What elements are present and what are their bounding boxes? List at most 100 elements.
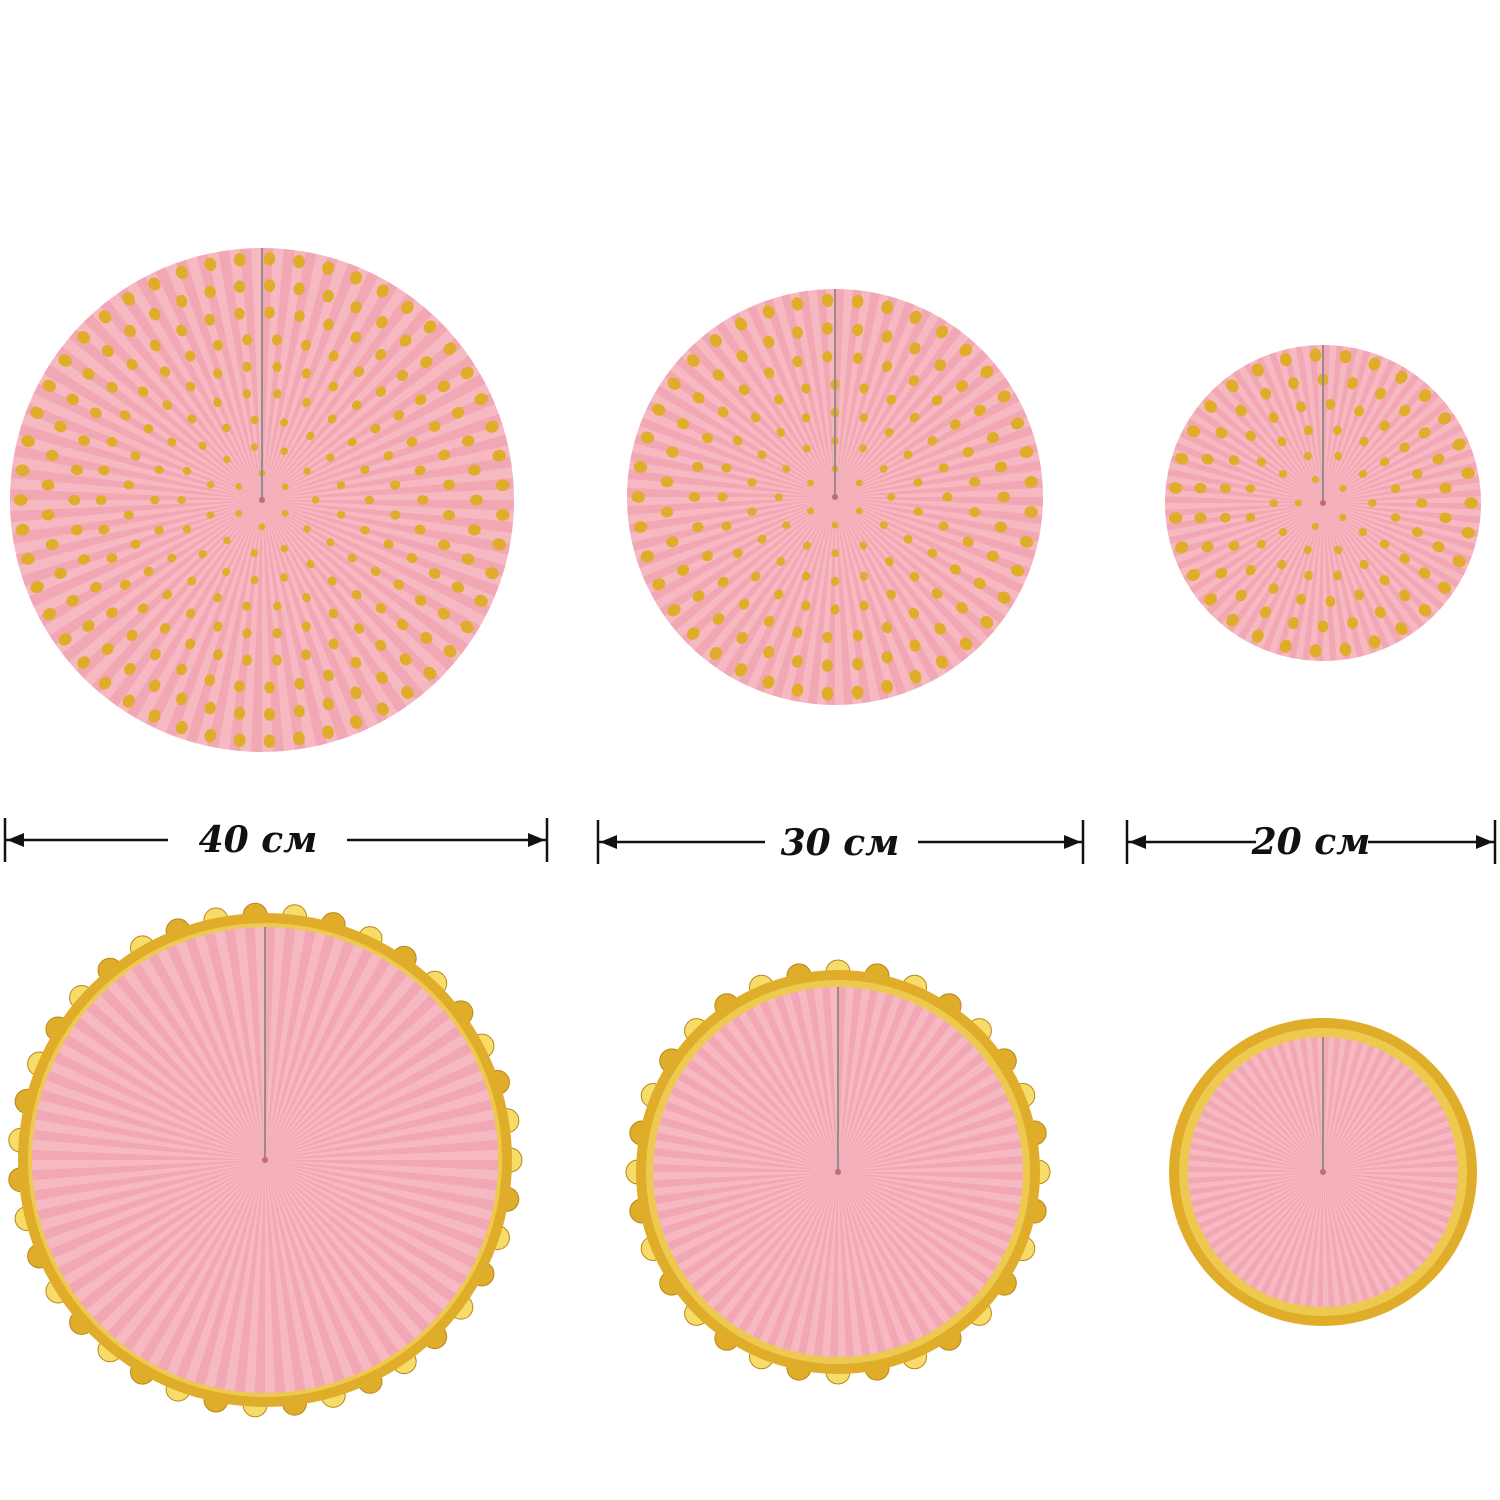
gold-dot	[204, 313, 216, 326]
fan-pleat	[1323, 1172, 1370, 1301]
fan-pleat	[145, 500, 262, 729]
gold-dot	[1390, 513, 1401, 522]
fan-pleat	[234, 1160, 265, 1393]
fan-pleat	[1323, 1172, 1458, 1178]
gold-dot	[375, 386, 387, 397]
fan-pleat	[1323, 345, 1344, 503]
gold-dot	[881, 300, 894, 314]
fan-pleat	[745, 1007, 838, 1172]
fan-pleat	[1165, 496, 1323, 503]
gold-dot	[830, 604, 840, 615]
gold-dot	[962, 536, 974, 547]
gold-dot	[68, 494, 81, 506]
fan-pleat	[838, 998, 909, 1172]
gold-dot	[736, 350, 748, 363]
fan-pleat	[240, 248, 262, 500]
fan-pleat	[661, 1172, 838, 1236]
gold-dot	[327, 414, 337, 424]
fan-pleat	[653, 1172, 838, 1189]
gold-dot	[986, 432, 1000, 444]
fan-pleat	[262, 500, 514, 511]
fan-pleat	[630, 451, 835, 497]
gold-dot	[272, 389, 282, 399]
fan-pleat	[835, 349, 989, 497]
fan-pleat	[838, 1172, 957, 1319]
gold-dot	[45, 538, 59, 551]
fan-pleat	[1250, 1172, 1323, 1289]
fan-pleat	[782, 1172, 838, 1351]
gold-dot	[1439, 512, 1452, 524]
fan-pleat	[126, 500, 263, 719]
fan-pleat	[1256, 357, 1323, 503]
gold-dot	[185, 350, 196, 362]
gold-dot	[1268, 583, 1279, 594]
gold-dot	[997, 491, 1010, 503]
fan-pleat	[1323, 354, 1384, 503]
fan-pleat	[53, 1052, 265, 1160]
gold-dot	[909, 310, 922, 325]
fan-pleat	[1323, 1104, 1443, 1172]
gold-dot	[1024, 506, 1038, 518]
gold-dot	[640, 431, 655, 444]
gold-dot	[148, 277, 161, 291]
fan-pleat	[262, 456, 512, 500]
gold-dot	[801, 600, 811, 611]
fan-pleat	[265, 1160, 456, 1302]
gold-dot	[98, 524, 110, 535]
fan-pleat	[835, 497, 1024, 594]
gold-dot	[1019, 535, 1034, 548]
gold-dot	[1269, 499, 1278, 507]
gold-dot	[938, 463, 949, 473]
gold-dot	[234, 307, 245, 320]
gold-dot	[492, 538, 506, 551]
gold-dot	[903, 450, 913, 460]
fan-pleat	[798, 290, 835, 497]
fan-pleat	[42, 1160, 265, 1240]
dimension-label: 20 см	[1251, 821, 1371, 863]
paper-fan	[8, 902, 523, 1418]
paper-fan	[1165, 345, 1481, 661]
gold-dot	[903, 534, 913, 544]
fan-pleat	[634, 434, 835, 497]
fan-pleat	[835, 425, 1034, 497]
fan-pleat	[265, 1099, 493, 1160]
gold-dot	[1339, 513, 1347, 522]
gold-dot	[1235, 404, 1247, 417]
paper-fan	[627, 289, 1043, 705]
gold-dot	[934, 359, 946, 372]
fan-pleat	[1323, 1172, 1450, 1224]
fan-pleat	[1177, 503, 1323, 570]
fan-pleat	[262, 321, 448, 500]
gold-dot	[390, 480, 401, 490]
fan-pleat	[218, 250, 262, 500]
gold-dot	[420, 631, 433, 644]
gold-dot	[1168, 512, 1183, 524]
gold-dot	[763, 335, 775, 349]
fan-pleat	[76, 500, 262, 679]
fan-pleat	[838, 989, 879, 1172]
fan-pleat	[194, 1160, 265, 1386]
gold-dot	[1279, 352, 1292, 367]
gold-dot	[1268, 412, 1279, 423]
gold-dot	[271, 654, 282, 666]
gold-dot	[1358, 527, 1368, 537]
fan-pleat	[1295, 346, 1323, 503]
fan-pleat	[265, 1119, 497, 1160]
gold-dot	[187, 576, 197, 586]
fan-pleat	[265, 1160, 286, 1393]
gold-dot	[1379, 539, 1390, 549]
gold-dot	[1374, 387, 1386, 400]
gold-dot	[1019, 446, 1034, 459]
gold-dot	[58, 633, 72, 646]
gold-dot	[311, 496, 320, 504]
gold-dot	[148, 709, 161, 723]
gold-dot	[250, 415, 259, 425]
gold-dot	[1325, 399, 1336, 411]
gold-dot	[293, 282, 305, 296]
fan-pleat	[838, 1172, 931, 1337]
fan-pleat	[1323, 1055, 1396, 1172]
fan-pleat	[21, 500, 262, 587]
gold-dot	[801, 571, 811, 581]
gold-dot	[997, 390, 1011, 403]
